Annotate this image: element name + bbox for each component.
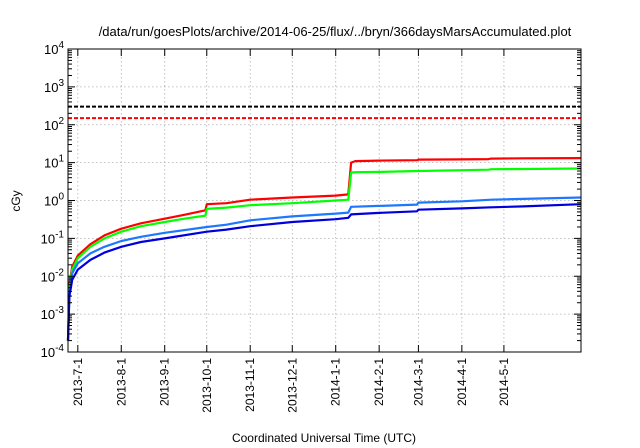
x-tick-label: 2014-3-1 [411,358,425,406]
x-tick-label: 2013-11-1 [243,358,257,412]
data-series [66,157,582,341]
x-tick-label: 2014-5-1 [497,358,511,406]
series-line [66,157,582,341]
x-tick-label: 2014-1-1 [329,358,343,406]
y-axis-label: cGy [9,190,23,211]
y-tick-label: 101 [44,154,64,171]
y-tick-label: 10-2 [41,267,65,284]
x-tick-label: 2013-10-1 [200,358,214,413]
x-tick-label: 2013-9-1 [158,358,172,406]
x-tick-label: 2013-8-1 [114,358,128,406]
series-line [66,167,582,341]
x-axis-label: Coordinated Universal Time (UTC) [232,431,416,445]
series-line [66,203,582,341]
chart-title: /data/run/goesPlots/archive/2014-06-25/f… [99,24,572,39]
y-tick-label: 10-4 [41,343,65,360]
y-tick-label: 102 [44,116,64,133]
y-tick-label: 103 [44,78,64,95]
y-tick-label: 10-1 [41,229,65,246]
y-tick-label: 10-3 [41,305,65,322]
reference-lines [68,105,581,120]
x-tick-label: 2014-2-1 [372,358,386,406]
series-line [66,196,582,341]
y-tick-label: 104 [44,40,64,57]
x-tick-label: 2013-12-1 [285,358,299,413]
x-tick-label: 2013-7-1 [71,358,85,406]
x-tick-label: 2014-4-1 [455,358,469,406]
axis-ticks [68,48,581,353]
y-tick-labels: 10-4 10-3 10-2 10-1 100 101 102 103 104 [41,40,65,360]
y-tick-label: 100 [44,192,64,209]
grid-lines [68,49,581,352]
x-tick-labels: 2013-7-1 2013-8-1 2013-9-1 2013-10-1 2013-11… [71,358,511,413]
